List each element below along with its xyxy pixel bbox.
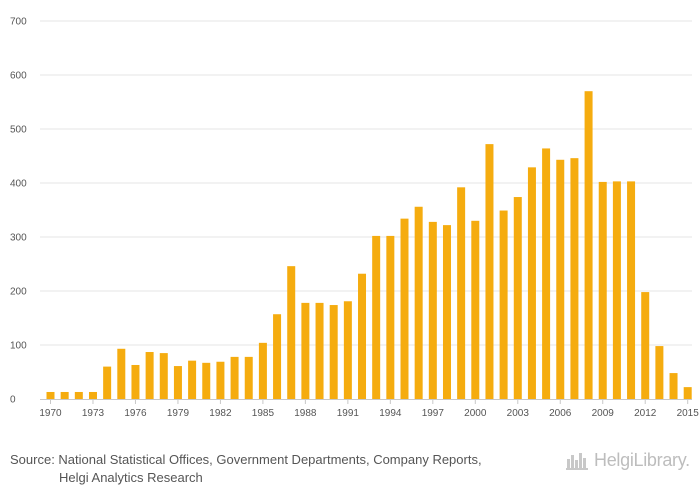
bar [159,353,168,399]
bar [60,391,69,399]
bar-chart: 0 100 200 300 400 500 600 700 1970 1973 1976 1979 19… [10,17,700,420]
bar [612,181,621,399]
source-note: Source: National Statistical Offices, Go… [10,451,550,487]
y-tick-label: 500 [10,125,27,136]
bar [74,391,83,399]
x-tick-label: 1976 [124,408,147,419]
bar [485,144,494,399]
chart-svg: 0 100 200 300 400 500 600 700 1970 1973 1976 1979 19… [10,17,700,420]
source-line-2: Helgi Analytics Research [59,470,203,485]
bar [301,302,310,399]
bar [188,360,197,399]
bar [315,302,324,399]
bar [683,387,692,399]
bar [145,352,154,399]
y-tick-label: 300 [10,233,27,244]
bar [471,220,480,399]
x-tick-label: 2015 [677,408,700,419]
bar [343,301,352,399]
x-tick-label: 2006 [549,408,572,419]
x-tick-label: 1985 [252,408,275,419]
bar [273,314,282,399]
y-tick-label: 200 [10,287,27,298]
bar [173,366,182,399]
bar [655,346,664,399]
y-tick-label: 0 [10,395,16,406]
x-tick-label: 1988 [294,408,317,419]
y-tick-label: 100 [10,341,27,352]
bar [244,356,253,399]
bar [216,361,225,399]
bar [287,266,296,399]
bar [542,148,551,399]
bar [428,221,437,399]
y-tick-label: 400 [10,179,27,190]
x-tick-label: 1994 [379,408,402,419]
bar [202,362,211,399]
bar [103,366,112,399]
x-tick-label: 1970 [39,408,62,419]
y-tick-label: 600 [10,71,27,82]
x-tick-label: 2003 [507,408,530,419]
bar [386,235,395,399]
bar [414,206,423,399]
bar [669,373,678,399]
y-tick-label: 700 [10,17,27,28]
x-tick-label: 2009 [592,408,615,419]
bar [457,187,466,399]
helgi-library-logo: HelgiLibrary. [566,447,690,473]
bar [442,225,451,399]
bar [230,356,239,399]
skyline-icon [566,453,588,470]
x-tick-label: 1997 [422,408,445,419]
x-tick-label: 1979 [167,408,190,419]
bar [88,391,97,399]
x-tick-label: 2012 [634,408,657,419]
bar [329,305,338,399]
x-tick-label: 2000 [464,408,487,419]
x-tick-label: 1991 [337,408,360,419]
bar [46,391,55,399]
bar [513,197,522,399]
bar [598,181,607,399]
bar [499,210,508,399]
bar [584,91,593,399]
bar [641,292,650,399]
bar [358,273,367,399]
bar [400,218,409,399]
source-line-1: Source: National Statistical Offices, Go… [10,452,482,467]
bar [527,167,536,399]
bar [117,348,126,399]
x-tick-label: 1973 [82,408,105,419]
bar [627,181,636,399]
bar [131,364,140,399]
bar [258,342,267,399]
bar [372,235,381,399]
bar [556,159,565,399]
x-tick-label: 1982 [209,408,232,419]
logo-text: HelgiLibrary. [594,449,690,470]
bar [570,158,579,399]
